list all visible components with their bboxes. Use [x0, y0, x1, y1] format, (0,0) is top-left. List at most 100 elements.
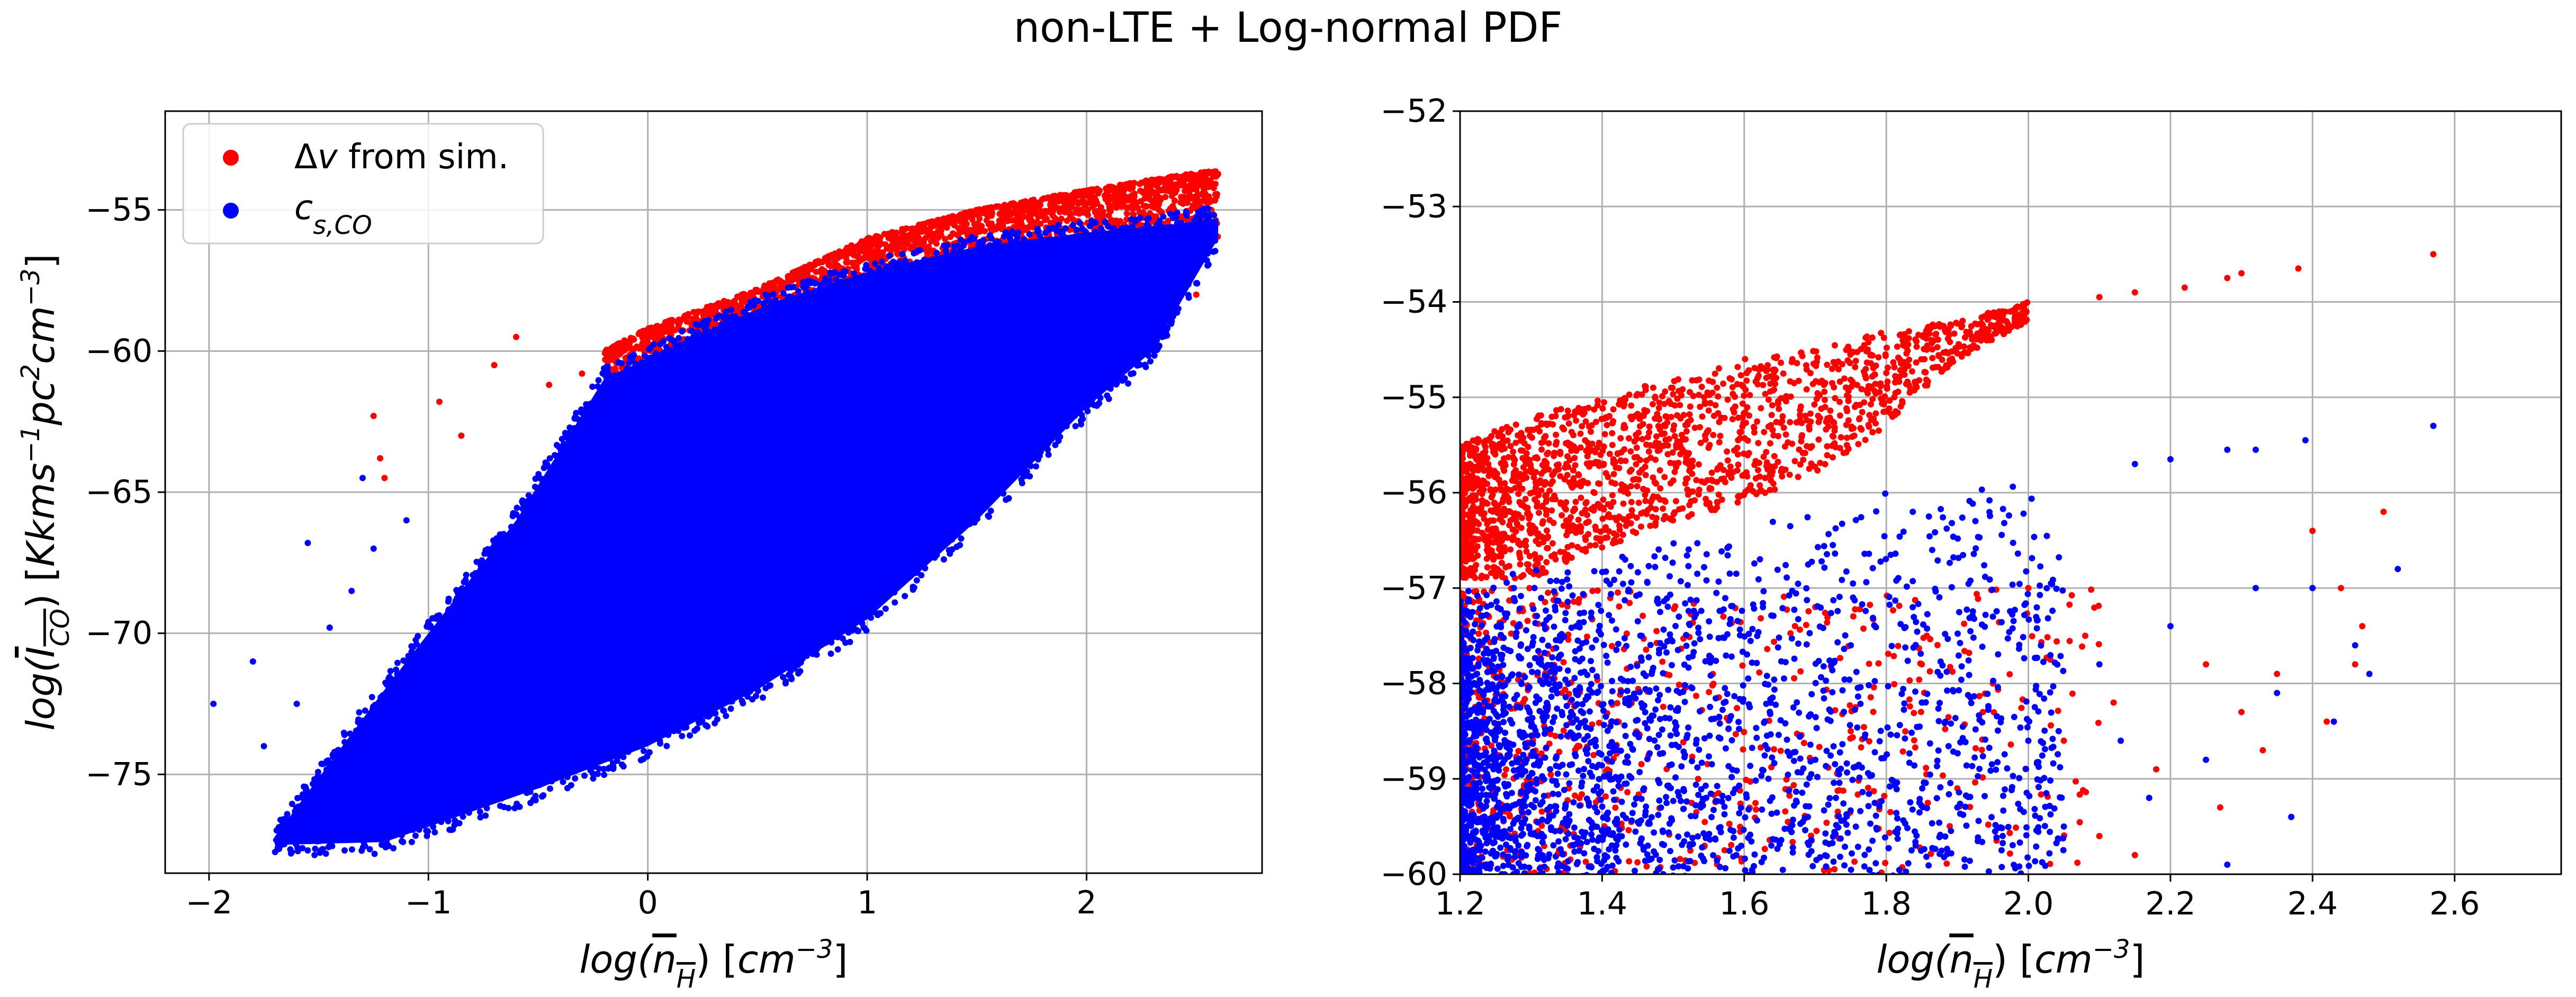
- data-point-blue: [992, 473, 999, 479]
- data-point-blue: [279, 829, 286, 836]
- data-point-red: [1815, 436, 1822, 443]
- data-point-blue: [867, 599, 873, 606]
- data-point-red: [822, 255, 828, 261]
- data-point-blue: [339, 752, 346, 759]
- data-point-red: [1880, 334, 1887, 341]
- data-point-blue: [640, 741, 646, 748]
- data-point-blue: [1076, 397, 1083, 404]
- data-point-blue: [544, 764, 551, 770]
- data-point-red: [693, 310, 700, 316]
- data-point-blue: [1139, 226, 1145, 233]
- data-point-red: [1610, 470, 1617, 477]
- data-point-red: [1842, 384, 1849, 391]
- chart-panel-right: 1.2 1.4 1.6 1.8 2.0 2.2 2.4 2.6−60−59−58−57−56−…: [1380, 93, 2562, 994]
- figure-title: non-LTE + Log-normal PDF: [1013, 4, 1563, 52]
- data-point-blue: [810, 293, 817, 300]
- data-point-red: [1083, 192, 1090, 199]
- data-point-blue: [1142, 361, 1148, 368]
- data-point-blue: [887, 573, 893, 579]
- data-point-blue: [1112, 360, 1119, 366]
- data-point-red: [1695, 491, 1702, 498]
- data-point-blue: [1008, 228, 1015, 235]
- data-point-red: [766, 280, 773, 287]
- data-point-blue: [548, 778, 555, 785]
- data-point-blue: [1142, 235, 1149, 241]
- data-point-blue: [1164, 224, 1171, 231]
- data-point-blue: [1160, 277, 1167, 284]
- data-point-blue: [572, 749, 579, 756]
- x-tick-label: −1: [405, 884, 452, 921]
- data-point-blue: [1193, 250, 1200, 257]
- data-point-blue: [984, 497, 991, 504]
- data-point-blue: [882, 605, 889, 612]
- data-point-blue: [370, 545, 377, 552]
- data-point-red: [914, 233, 921, 239]
- data-point-blue: [589, 383, 596, 390]
- data-point-red: [1883, 369, 1890, 376]
- data-point-blue: [1038, 438, 1044, 445]
- data-point-blue: [883, 263, 890, 270]
- data-point-red: [1770, 375, 1777, 382]
- data-point-blue: [859, 603, 866, 610]
- data-point-blue: [456, 587, 463, 594]
- data-point-blue: [650, 341, 657, 348]
- data-point-blue: [1000, 490, 1007, 497]
- legend-marker-blue: [223, 203, 239, 219]
- data-point-blue: [795, 670, 802, 677]
- data-point-blue: [641, 748, 647, 754]
- y-tick-label: −65: [85, 474, 152, 511]
- data-point-blue: [800, 284, 807, 291]
- data-point-red: [1028, 209, 1035, 216]
- data-point-blue: [646, 749, 653, 756]
- data-point-red: [1548, 507, 1555, 514]
- data-point-red: [612, 342, 619, 349]
- data-point-blue: [668, 347, 675, 354]
- data-point-blue: [249, 658, 256, 665]
- data-point-blue: [795, 661, 801, 668]
- data-point-blue: [444, 790, 450, 797]
- data-point-blue: [794, 641, 801, 648]
- data-point-blue: [318, 778, 325, 785]
- data-point-red: [904, 239, 911, 246]
- data-point-blue: [1145, 352, 1152, 359]
- data-point-red: [720, 297, 727, 304]
- data-point-blue: [933, 249, 940, 256]
- data-point-blue: [1001, 233, 1007, 240]
- data-point-blue: [700, 339, 707, 346]
- data-point-blue: [886, 589, 893, 596]
- data-point-blue: [634, 744, 640, 750]
- data-point-blue: [1078, 421, 1085, 428]
- data-point-blue: [436, 612, 443, 619]
- data-point-blue: [645, 365, 652, 371]
- data-point-red: [602, 348, 609, 355]
- data-point-red: [1066, 209, 1073, 216]
- data-point-red: [1159, 176, 1166, 183]
- data-point-blue: [728, 306, 735, 313]
- data-point-blue: [1063, 423, 1070, 430]
- data-point-blue: [505, 782, 511, 789]
- data-point-blue: [1040, 237, 1047, 243]
- data-point-blue: [275, 824, 282, 831]
- data-point-blue: [354, 815, 361, 822]
- data-point-blue: [604, 366, 611, 373]
- data-point-blue: [560, 778, 566, 785]
- data-point-blue: [485, 562, 492, 569]
- data-point-blue: [476, 809, 483, 815]
- data-point-blue: [345, 740, 351, 747]
- data-point-red: [1202, 190, 1209, 197]
- data-point-red: [861, 243, 868, 250]
- data-point-blue: [755, 664, 762, 671]
- data-point-blue: [554, 758, 561, 765]
- data-point-blue: [790, 284, 797, 291]
- data-point-red: [1609, 492, 1616, 499]
- data-point-blue: [394, 811, 401, 818]
- data-point-blue: [1041, 430, 1048, 436]
- data-point-red: [1671, 378, 1678, 385]
- data-point-red: [1856, 415, 1863, 422]
- data-point-blue: [938, 523, 944, 530]
- data-point-blue: [366, 846, 373, 853]
- x-tick-label: 0: [638, 884, 658, 921]
- data-point-red: [1173, 181, 1179, 188]
- data-point-red: [1600, 496, 1607, 503]
- data-point-blue: [650, 724, 657, 731]
